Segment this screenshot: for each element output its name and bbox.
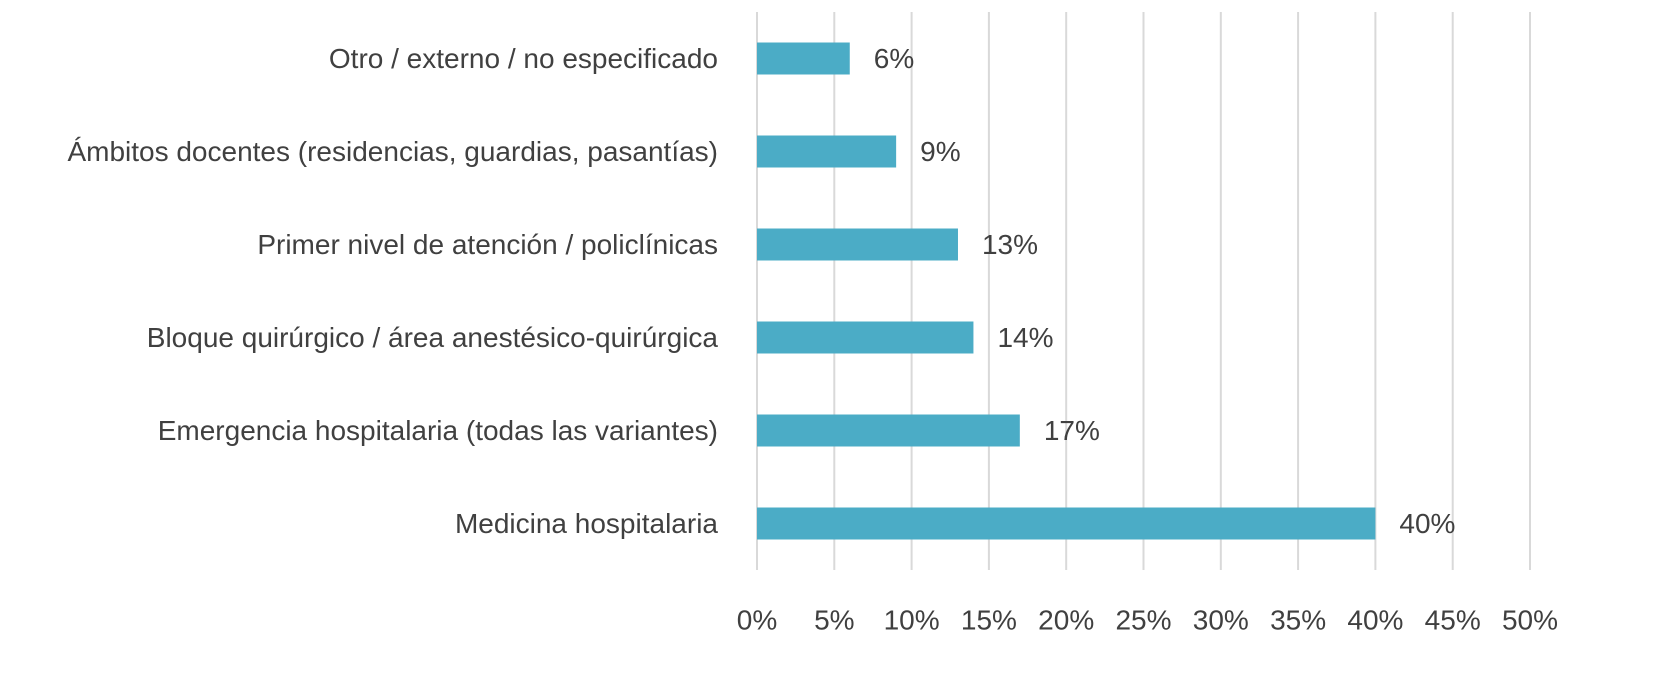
bar <box>757 321 974 354</box>
bar <box>757 507 1376 540</box>
y-tick-label: Primer nivel de atención / policlínicas <box>257 228 718 260</box>
data-label: 13% <box>982 229 1038 260</box>
bar <box>757 42 850 75</box>
x-tick-label: 20% <box>1038 604 1094 635</box>
data-label: 6% <box>874 43 914 74</box>
y-tick-label: Medicina hospitalaria <box>454 507 718 539</box>
data-label: 17% <box>1044 415 1100 446</box>
x-tick-label: 25% <box>1115 604 1171 635</box>
x-tick-label: 15% <box>961 604 1017 635</box>
x-tick-label: 45% <box>1425 604 1481 635</box>
data-label: 9% <box>920 136 960 167</box>
x-tick-label: 5% <box>814 604 854 635</box>
x-tick-label: 30% <box>1193 604 1249 635</box>
data-label: 14% <box>997 322 1053 353</box>
y-tick-label: Ámbitos docentes (residencias, guardias,… <box>67 135 718 167</box>
x-tick-label: 35% <box>1270 604 1326 635</box>
x-tick-label: 0% <box>737 604 777 635</box>
y-tick-label: Bloque quirúrgico / área anestésico-quir… <box>146 321 718 353</box>
x-tick-label: 50% <box>1502 604 1558 635</box>
y-tick-label: Emergencia hospitalaria (todas las varia… <box>157 414 718 446</box>
data-label: 40% <box>1399 508 1455 539</box>
x-tick-label: 40% <box>1347 604 1403 635</box>
bar <box>757 228 958 261</box>
bar <box>757 414 1020 447</box>
y-tick-label: Otro / externo / no especificado <box>328 42 718 74</box>
bar <box>757 135 897 168</box>
x-tick-label: 10% <box>884 604 940 635</box>
